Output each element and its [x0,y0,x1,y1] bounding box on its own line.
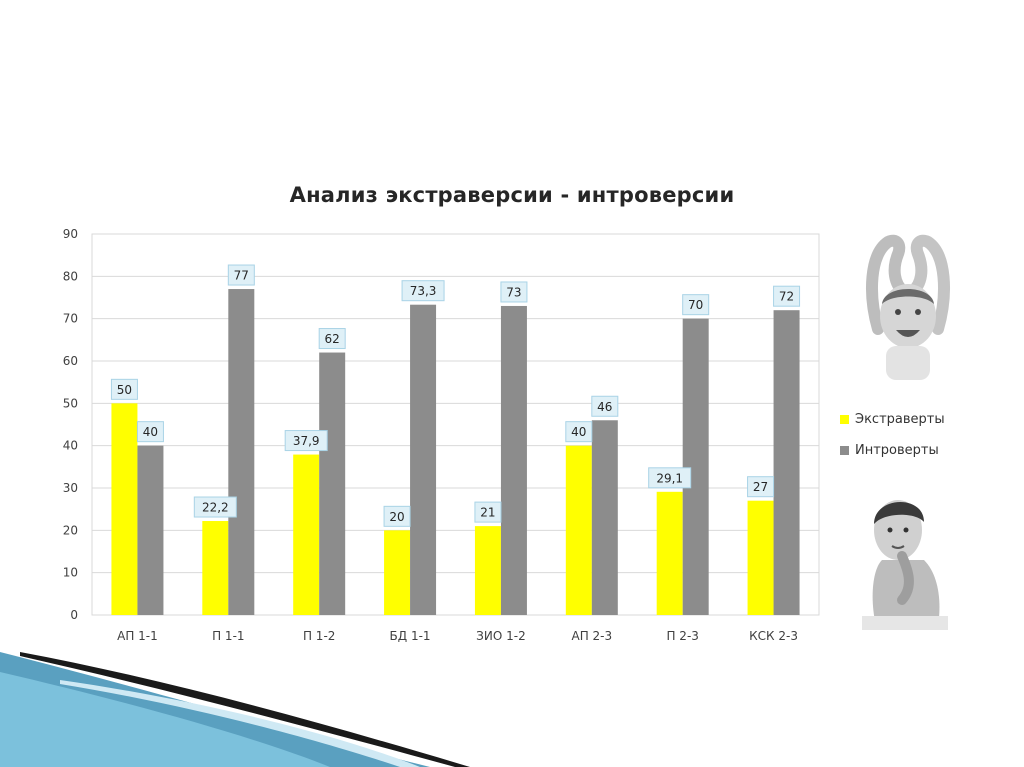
bar-extraverts [293,454,320,615]
legend-item-extraverts: Экстраверты [840,412,945,427]
y-tick-label: 10 [63,566,78,580]
bar-extraverts [656,491,683,615]
y-axis-ticks: 0 10 20 30 40 50 60 70 80 90 [63,227,78,622]
data-label-box [227,264,255,286]
data-label-box [747,476,775,498]
y-tick-label: 80 [63,269,78,283]
y-tick-label: 70 [63,312,78,326]
data-labels: 50 40 22,2 77 37,9 62 20 73,3 21 73 40 46 29,1 70 27 72 [110,264,801,527]
data-label-box [284,430,328,452]
bars [111,289,800,615]
bar-introverts [773,310,800,615]
bar-extraverts [747,500,774,615]
data-label-box [110,378,138,400]
data-label-box [383,505,411,527]
bar-introverts [228,289,255,615]
x-tick-label: П 1-1 [212,629,244,643]
data-label: 40 [571,425,586,439]
data-label-box [136,421,164,443]
x-tick-label: АП 2-3 [571,629,612,643]
x-tick-label: АП 1-1 [117,629,158,643]
data-label: 72 [779,290,794,304]
data-label: 73 [506,285,521,299]
data-label-box [193,496,237,518]
x-tick-label: ЗИО 1-2 [476,629,526,643]
x-tick-label: КСК 2-3 [749,629,798,643]
chart-title: Анализ экстраверсии - интроверсии [289,183,735,207]
data-label-box [565,421,593,443]
data-label: 22,2 [202,501,229,515]
bar-extraverts [474,526,501,615]
x-axis-ticks: АП 1-1 П 1-1 П 1-2 БД 1-1 ЗИО 1-2 АП 2-3 П 2-3… [117,629,798,643]
data-label-box [591,395,619,417]
y-tick-label: 20 [63,523,78,537]
data-label: 29,1 [656,471,683,485]
data-label: 40 [143,425,158,439]
data-label: 70 [688,298,703,312]
bar-introverts [682,318,709,615]
data-label: 77 [234,269,249,283]
y-tick-label: 40 [63,439,78,453]
data-label-box [682,294,710,316]
data-label-box [648,467,692,489]
data-label: 50 [117,383,132,397]
data-label-box [318,328,346,350]
x-tick-label: П 1-2 [303,629,335,643]
bar-extraverts [111,403,138,615]
bar-extraverts [202,521,229,615]
y-tick-label: 60 [63,354,78,368]
x-tick-label: П 2-3 [666,629,698,643]
y-tick-label: 30 [63,481,78,495]
data-label: 46 [597,400,612,414]
data-label: 21 [480,506,495,520]
data-label-box [401,280,445,302]
bar-introverts [137,445,164,615]
legend-swatch-introverts [840,446,849,455]
data-label-box [773,285,801,307]
data-label: 20 [389,510,404,524]
thoughtful-child-photo [862,490,948,630]
bar-introverts [500,305,527,615]
data-label: 62 [325,332,340,346]
cheerful-child-photo [858,234,958,380]
y-tick-label: 90 [63,227,78,241]
x-tick-label: БД 1-1 [390,629,431,643]
data-label-box [474,501,502,523]
plot-area [91,233,820,616]
data-label: 73,3 [410,284,437,298]
legend-item-introverts: Интроверты [840,443,939,458]
legend-label-introverts: Интроверты [855,443,939,458]
y-tick-label: 50 [63,396,78,410]
bar-extraverts [565,445,592,615]
data-label: 37,9 [293,434,320,448]
data-label-box [500,281,528,303]
data-label: 27 [753,480,768,494]
bar-introverts [319,352,346,615]
bar-introverts [591,420,618,615]
y-tick-label: 0 [70,608,78,622]
bar-introverts [410,304,437,615]
legend-label-extraverts: Экстраверты [855,412,945,427]
legend-swatch-extraverts [840,415,849,424]
bar-extraverts [384,530,411,615]
decorative-swoosh [0,652,470,767]
